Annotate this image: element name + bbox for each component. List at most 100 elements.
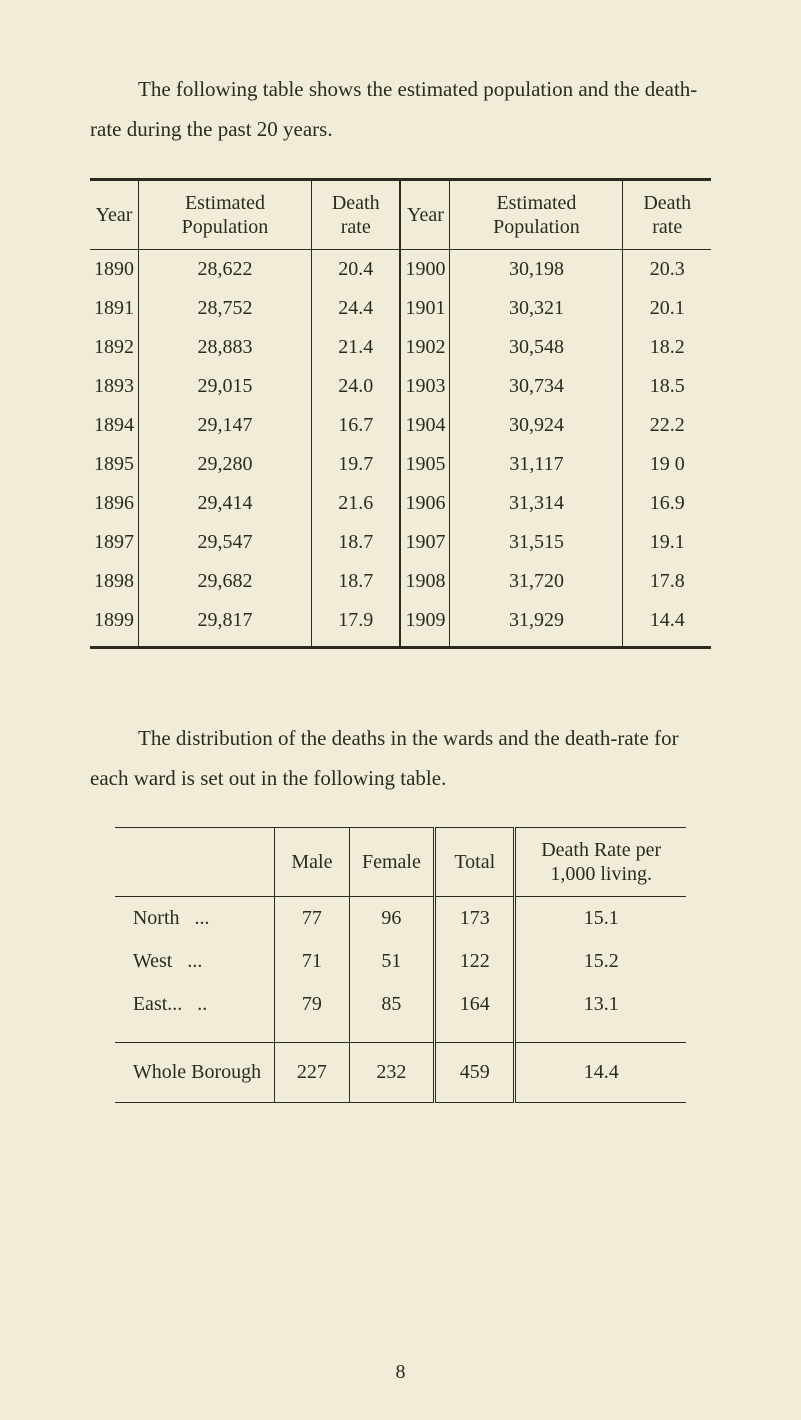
cell: 16.7 — [311, 406, 400, 445]
cell: 232 — [349, 1042, 435, 1102]
cell: 51 — [349, 940, 435, 983]
population-table: Year Estimated Population Death rate Yea… — [90, 178, 711, 649]
cell: 19.7 — [311, 445, 400, 484]
table-row: 189429,14716.7190430,92422.2 — [90, 406, 711, 445]
cell: 14.4 — [623, 601, 711, 648]
th-rate-right: Death rate — [623, 179, 711, 249]
cell: 31,720 — [450, 562, 623, 601]
cell: 19.1 — [623, 523, 711, 562]
ward-label: East... .. — [115, 983, 275, 1043]
cell: 1897 — [90, 523, 139, 562]
th-female: Female — [349, 827, 435, 896]
cell: 14.4 — [515, 1042, 686, 1102]
cell: 13.1 — [515, 983, 686, 1043]
cell: 1892 — [90, 328, 139, 367]
cell: 122 — [435, 940, 515, 983]
cell: 30,548 — [450, 328, 623, 367]
cell: 1893 — [90, 367, 139, 406]
cell: 15.1 — [515, 896, 686, 940]
cell: 1900 — [400, 249, 450, 289]
cell: 18.7 — [311, 523, 400, 562]
cell: 29,547 — [139, 523, 312, 562]
population-tbody: 189028,62220.4190030,19820.3189128,75224… — [90, 249, 711, 647]
cell: 173 — [435, 896, 515, 940]
cell: 28,883 — [139, 328, 312, 367]
cell: 30,734 — [450, 367, 623, 406]
cell: 29,682 — [139, 562, 312, 601]
cell: 1901 — [400, 289, 450, 328]
cell: 459 — [435, 1042, 515, 1102]
table-row: 189829,68218.7190831,72017.8 — [90, 562, 711, 601]
table-row: 189529,28019.7190531,11719 0 — [90, 445, 711, 484]
mid-paragraph: The distribution of the deaths in the wa… — [90, 719, 711, 799]
cell: 29,015 — [139, 367, 312, 406]
cell: 77 — [275, 896, 349, 940]
cell: 29,414 — [139, 484, 312, 523]
cell: 15.2 — [515, 940, 686, 983]
wards-table: Male Female Total Death Rate per 1,000 l… — [115, 827, 686, 1103]
cell: 21.4 — [311, 328, 400, 367]
cell: 71 — [275, 940, 349, 983]
th-male: Male — [275, 827, 349, 896]
table-row: North ...779617315.1 — [115, 896, 686, 940]
th-rate: Death Rate per 1,000 living. — [515, 827, 686, 896]
cell: 1909 — [400, 601, 450, 648]
th-estpop-right: Estimated Population — [450, 179, 623, 249]
cell: 1895 — [90, 445, 139, 484]
cell: 29,280 — [139, 445, 312, 484]
cell: 24.0 — [311, 367, 400, 406]
cell: 18.5 — [623, 367, 711, 406]
wards-tbody: North ...779617315.1West ...715112215.2E… — [115, 896, 686, 1102]
table-row: 189629,41421.6190631,31416.9 — [90, 484, 711, 523]
cell: 18.7 — [311, 562, 400, 601]
table-row: 189729,54718.7190731,51519.1 — [90, 523, 711, 562]
cell: 28,752 — [139, 289, 312, 328]
page-number: 8 — [0, 1361, 801, 1384]
total-row: Whole Borough22723245914.4 — [115, 1042, 686, 1102]
cell: 30,321 — [450, 289, 623, 328]
th-year-left: Year — [90, 179, 139, 249]
cell: 24.4 — [311, 289, 400, 328]
cell: 18.2 — [623, 328, 711, 367]
cell: 85 — [349, 983, 435, 1043]
th-blank — [115, 827, 275, 896]
table-row: 189028,62220.4190030,19820.3 — [90, 249, 711, 289]
cell: 31,314 — [450, 484, 623, 523]
cell: 1902 — [400, 328, 450, 367]
cell: 20.1 — [623, 289, 711, 328]
cell: 29,817 — [139, 601, 312, 648]
cell: 22.2 — [623, 406, 711, 445]
cell: 1894 — [90, 406, 139, 445]
cell: 1908 — [400, 562, 450, 601]
cell: 1904 — [400, 406, 450, 445]
cell: 31,929 — [450, 601, 623, 648]
cell: 29,147 — [139, 406, 312, 445]
cell: 28,622 — [139, 249, 312, 289]
ward-label: North ... — [115, 896, 275, 940]
cell: 17.9 — [311, 601, 400, 648]
cell: 1899 — [90, 601, 139, 648]
cell: 164 — [435, 983, 515, 1043]
cell: 227 — [275, 1042, 349, 1102]
table-row: East... ..798516413.1 — [115, 983, 686, 1043]
table-row: 189329,01524.0190330,73418.5 — [90, 367, 711, 406]
th-rate-left: Death rate — [311, 179, 400, 249]
total-label: Whole Borough — [115, 1042, 275, 1102]
cell: 21.6 — [311, 484, 400, 523]
th-year-right: Year — [400, 179, 450, 249]
ward-label: West ... — [115, 940, 275, 983]
cell: 1890 — [90, 249, 139, 289]
cell: 30,198 — [450, 249, 623, 289]
intro-paragraph: The following table shows the estimated … — [90, 70, 711, 150]
cell: 1903 — [400, 367, 450, 406]
cell: 16.9 — [623, 484, 711, 523]
cell: 79 — [275, 983, 349, 1043]
cell: 1907 — [400, 523, 450, 562]
table-row: 189929,81717.9190931,92914.4 — [90, 601, 711, 648]
cell: 1891 — [90, 289, 139, 328]
cell: 1905 — [400, 445, 450, 484]
cell: 20.4 — [311, 249, 400, 289]
th-estpop-left: Estimated Population — [139, 179, 312, 249]
cell: 96 — [349, 896, 435, 940]
cell: 1906 — [400, 484, 450, 523]
